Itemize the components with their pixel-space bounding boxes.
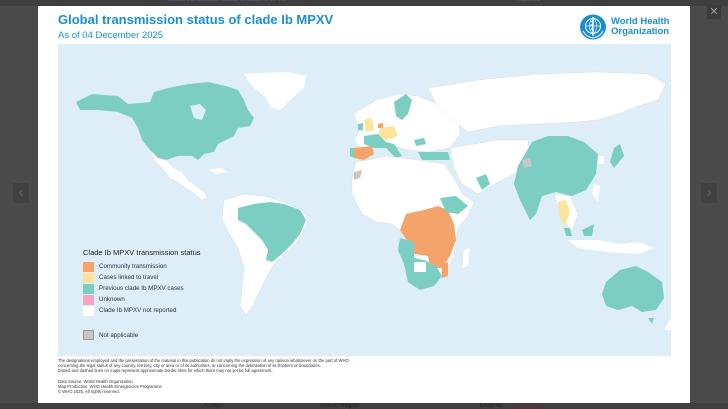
background-page-top: Global transmission status of clade Ib M…	[0, 0, 728, 6]
legend-label: Cases linked to travel	[99, 274, 159, 281]
map-title: Global transmission status of clade Ib M…	[58, 12, 334, 27]
copyright: © WHO 2025. All rights reserved.	[58, 389, 120, 394]
background-text: African Region	[320, 403, 360, 409]
legend-title: Clade Ib MPXV transmission status	[83, 248, 201, 257]
legend-swatch	[83, 294, 94, 305]
previous-image-button[interactable]: ‹	[13, 183, 29, 203]
chevron-right-icon: ›	[706, 184, 712, 201]
legend-item-unknown: Unknown	[83, 294, 201, 305]
next-image-button[interactable]: ›	[701, 183, 717, 203]
region-asia-teal	[514, 136, 598, 220]
map-subtitle: As of 04 December 2025	[58, 30, 164, 41]
close-icon: ✕	[709, 6, 719, 18]
disclaimer-line: The designations employed and the presen…	[58, 358, 349, 363]
background-text: reported	[518, 0, 541, 3]
data-source: Data Source: World Health Organization	[58, 379, 133, 384]
background-text: Endemic	[480, 403, 504, 409]
who-logo: World Health Organization	[578, 13, 669, 41]
who-logo-line2: Organization	[611, 26, 670, 37]
chevron-left-icon: ‹	[18, 184, 24, 201]
map-credits: Data Source: World Health Organization M…	[58, 379, 162, 394]
legend-label: Community transmission	[99, 263, 167, 270]
legend-swatch	[83, 261, 94, 272]
map-legend: Clade Ib MPXV transmission status Commun…	[83, 248, 201, 316]
region-brazil	[238, 202, 306, 262]
disclaimer-line: Dotted and dashed lines on maps represen…	[58, 368, 273, 373]
legend-swatch	[83, 272, 94, 283]
background-text: Unknown	[517, 403, 543, 409]
legend-item-previous-cases: Previous clade Ib MPXV cases	[83, 283, 201, 294]
legend-label: Clade Ib MPXV not reported	[99, 307, 177, 314]
legend-item-linked-to-travel: Cases linked to travel	[83, 272, 201, 283]
region-australia	[602, 266, 664, 312]
map-disclaimer: The designations employed and the presen…	[58, 358, 478, 373]
legend-swatch	[83, 283, 94, 294]
legend-swatch	[83, 330, 94, 340]
background-text: Congo	[205, 403, 223, 409]
legend-item-community-transmission: Community transmission	[83, 261, 201, 272]
map-production: Map Production: WHO Health Emergencies P…	[58, 384, 162, 389]
background-text: Global transmission status of clade Ib M…	[168, 0, 287, 3]
background-page-bottom: Congo African Region Endemic Unknown	[0, 403, 728, 409]
legend-label: Unknown	[99, 296, 125, 303]
region-north-america	[75, 81, 255, 161]
world-map-graphic	[75, 71, 671, 330]
legend-label: Previous clade Ib MPXV cases	[99, 285, 184, 292]
image-modal: Global transmission status of clade Ib M…	[38, 6, 690, 403]
legend-label: Not applicable	[99, 331, 139, 339]
world-map: Clade Ib MPXV transmission status Commun…	[58, 44, 671, 356]
close-button[interactable]: ✕	[707, 5, 721, 19]
legend-item-not-applicable: Not applicable	[83, 330, 138, 340]
disclaimer-line: concerning the legal status of any count…	[58, 363, 321, 368]
legend-item-not-reported: Clade Ib MPXV not reported	[83, 305, 201, 316]
who-logo-line1: World Health	[611, 16, 670, 27]
who-emblem-icon	[580, 14, 606, 40]
legend-swatch	[83, 305, 94, 316]
